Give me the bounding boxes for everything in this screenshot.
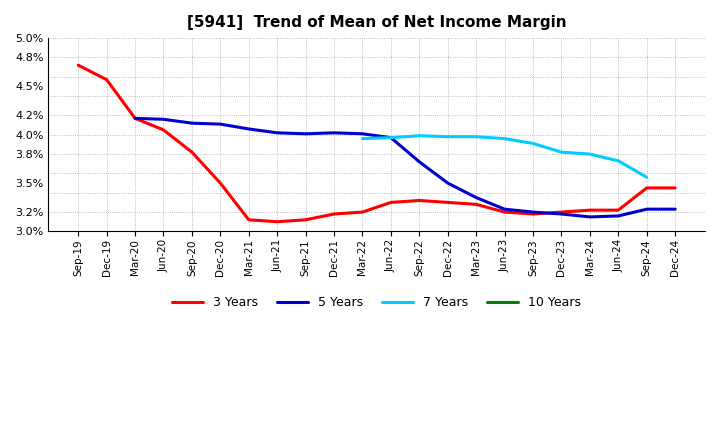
3 Years bbox=[671, 185, 680, 191]
Line: 7 Years: 7 Years bbox=[362, 136, 647, 177]
3 Years bbox=[131, 116, 140, 121]
5 Years bbox=[358, 131, 366, 136]
5 Years bbox=[131, 116, 140, 121]
3 Years bbox=[614, 208, 623, 213]
7 Years bbox=[387, 135, 395, 140]
3 Years bbox=[444, 200, 452, 205]
7 Years bbox=[614, 158, 623, 164]
7 Years bbox=[358, 136, 366, 141]
Legend: 3 Years, 5 Years, 7 Years, 10 Years: 3 Years, 5 Years, 7 Years, 10 Years bbox=[167, 291, 586, 314]
5 Years bbox=[415, 159, 423, 165]
7 Years bbox=[585, 151, 594, 157]
3 Years bbox=[330, 211, 338, 216]
Title: [5941]  Trend of Mean of Net Income Margin: [5941] Trend of Mean of Net Income Margi… bbox=[187, 15, 567, 30]
5 Years bbox=[528, 209, 537, 215]
7 Years bbox=[500, 136, 509, 141]
3 Years bbox=[415, 198, 423, 203]
Line: 3 Years: 3 Years bbox=[78, 65, 675, 222]
7 Years bbox=[557, 150, 566, 155]
7 Years bbox=[528, 141, 537, 146]
3 Years bbox=[273, 219, 282, 224]
3 Years bbox=[358, 209, 366, 215]
5 Years bbox=[585, 214, 594, 220]
5 Years bbox=[614, 213, 623, 219]
5 Years bbox=[387, 135, 395, 140]
5 Years bbox=[500, 206, 509, 212]
5 Years bbox=[159, 117, 168, 122]
3 Years bbox=[74, 62, 83, 68]
7 Years bbox=[444, 134, 452, 139]
5 Years bbox=[245, 126, 253, 132]
5 Years bbox=[444, 180, 452, 186]
5 Years bbox=[557, 211, 566, 216]
5 Years bbox=[642, 206, 651, 212]
3 Years bbox=[500, 209, 509, 215]
5 Years bbox=[671, 206, 680, 212]
5 Years bbox=[330, 130, 338, 136]
3 Years bbox=[585, 208, 594, 213]
Line: 5 Years: 5 Years bbox=[135, 118, 675, 217]
3 Years bbox=[642, 185, 651, 191]
3 Years bbox=[472, 202, 480, 207]
5 Years bbox=[472, 195, 480, 200]
3 Years bbox=[528, 211, 537, 216]
5 Years bbox=[301, 131, 310, 136]
3 Years bbox=[301, 217, 310, 223]
5 Years bbox=[273, 130, 282, 136]
3 Years bbox=[188, 150, 197, 155]
3 Years bbox=[102, 77, 111, 82]
3 Years bbox=[216, 180, 225, 186]
5 Years bbox=[188, 121, 197, 126]
7 Years bbox=[415, 133, 423, 138]
3 Years bbox=[159, 127, 168, 132]
3 Years bbox=[557, 209, 566, 215]
5 Years bbox=[216, 121, 225, 127]
7 Years bbox=[472, 134, 480, 139]
3 Years bbox=[387, 200, 395, 205]
7 Years bbox=[642, 175, 651, 180]
3 Years bbox=[245, 217, 253, 223]
